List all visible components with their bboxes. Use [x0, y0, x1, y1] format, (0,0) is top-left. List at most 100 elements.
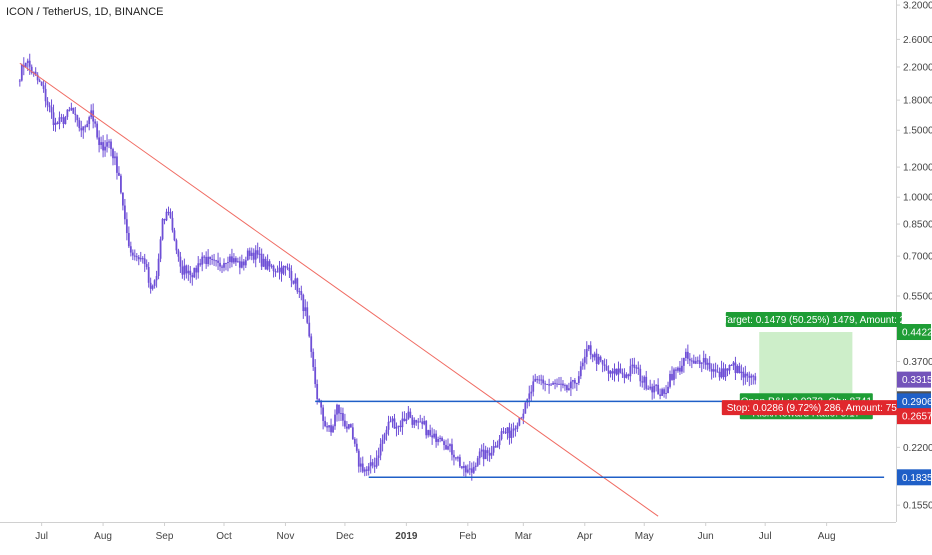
candle-body [157, 258, 160, 276]
candle-body [284, 265, 287, 268]
candle-body [391, 418, 394, 422]
candle-body [599, 356, 602, 361]
candle-body [532, 381, 535, 392]
candle-body [165, 211, 168, 221]
candle-body [558, 383, 560, 385]
candle-body [522, 413, 525, 419]
candle-body [490, 452, 493, 456]
candle-body [171, 217, 174, 231]
target-label: Target: 0.1479 (50.25%) 1479, Amount: 2 [722, 312, 906, 328]
candle-body [706, 362, 709, 365]
candle-body [605, 365, 608, 371]
candle-body [659, 394, 662, 396]
candle-body [397, 425, 400, 427]
candle-body [357, 450, 360, 467]
candle-body [32, 71, 35, 73]
candle-body [290, 270, 293, 281]
candle-body [383, 434, 386, 440]
candle-body [484, 450, 487, 460]
candle-body [750, 375, 753, 378]
price-tick-label: 0.3700 [903, 357, 932, 368]
candle-body [213, 259, 215, 261]
price-tag-label: 0.3315 [902, 375, 932, 386]
candle-body [64, 116, 67, 125]
candle-body [193, 267, 196, 278]
candle-body [169, 212, 172, 218]
candle-body [556, 383, 558, 385]
candle-body [550, 384, 552, 386]
candle-body [595, 353, 598, 364]
candle-body [651, 386, 654, 393]
candle-body [60, 117, 63, 119]
candle-body [538, 379, 541, 381]
candle-body [411, 417, 414, 425]
target-label-bg [725, 312, 902, 328]
candle-body [40, 81, 43, 86]
candle-body [417, 421, 420, 423]
candle-body [72, 107, 75, 114]
candle-body [742, 371, 745, 378]
candle-body [702, 357, 705, 363]
candle-body [373, 465, 376, 467]
candle-body [209, 256, 212, 259]
candle-body [684, 351, 687, 358]
candle-body [246, 250, 249, 261]
candle-body [696, 360, 699, 362]
price-tag-label: 0.2657 [902, 412, 932, 423]
candle-body [280, 267, 283, 274]
candle-body [332, 426, 334, 433]
candle-body [740, 371, 743, 374]
candle-body [474, 465, 477, 468]
candle-body [433, 433, 436, 438]
candle-body [629, 366, 632, 377]
candle-body [336, 404, 338, 415]
candle-body [627, 374, 630, 377]
candle-body [361, 463, 364, 472]
candle-body [338, 404, 340, 414]
candle-body [730, 364, 733, 366]
candle-body [233, 258, 235, 263]
candle-body [639, 368, 642, 382]
candle-body [421, 421, 424, 425]
candle-body [679, 367, 681, 372]
candle-body [161, 219, 164, 240]
candle-body [225, 262, 227, 264]
stop-label: Stop: 0.0286 (9.72%) 286, Amount: 75 [721, 400, 902, 416]
candle-body [752, 375, 755, 377]
candle-body [314, 367, 317, 385]
candle-body [298, 291, 301, 293]
time-tick-label: Dec [336, 531, 354, 542]
candle-body [663, 389, 665, 394]
candle-body [393, 418, 396, 429]
target-label-text: Target: 0.1479 (50.25%) 1479, Amount: 2 [722, 315, 905, 326]
candle-body [268, 261, 271, 267]
candle-body [114, 156, 116, 159]
candle-body [86, 123, 89, 128]
candle-body [710, 368, 713, 372]
candle-body [26, 60, 29, 64]
candle-body [62, 117, 65, 125]
candle-body [502, 431, 505, 433]
candle-body [486, 450, 489, 454]
candle-body [581, 362, 584, 367]
candle-body [395, 426, 398, 429]
candle-body [518, 417, 521, 426]
candle-body [56, 122, 59, 124]
price-tag-label: 0.1835 [902, 473, 932, 484]
candle-body [403, 418, 406, 422]
candle-body [510, 430, 513, 438]
candle-body [38, 80, 41, 82]
candle-body [92, 110, 95, 122]
candle-body [52, 112, 55, 125]
candle-body [589, 345, 592, 355]
time-tick-label: Nov [277, 531, 295, 542]
candle-body [219, 262, 221, 267]
candle-body [191, 275, 194, 278]
candle-body [318, 399, 321, 402]
time-tick-label: Feb [459, 531, 477, 542]
candle-body [655, 384, 658, 386]
candle-body [108, 141, 110, 143]
candle-body [120, 175, 122, 193]
